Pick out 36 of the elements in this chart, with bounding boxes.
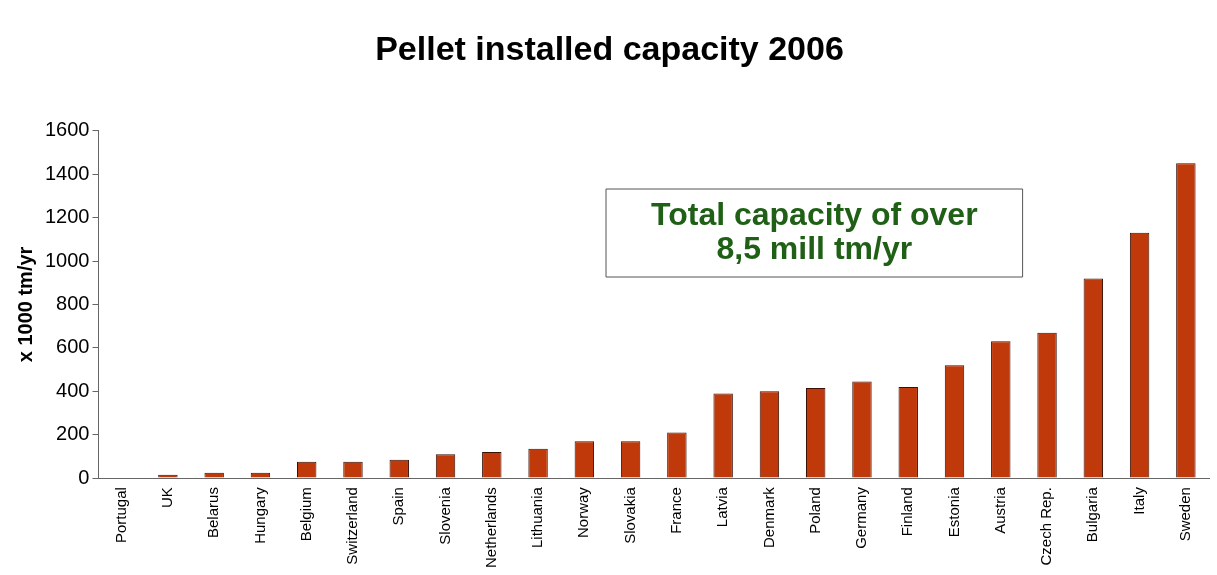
x-tick-label: Sweden [1176,487,1194,542]
x-tick-label: Belarus [204,487,222,538]
x-tick-label: Germany [852,486,870,549]
x-tick-label: Czech Rep. [1037,487,1055,566]
x-tick-label: Portugal [111,487,129,543]
y-tick-label: 800 [56,291,90,314]
chart-title: Pellet installed capacity 2006 [375,28,844,67]
y-tick-label: 200 [56,422,90,445]
x-tick-label: Italy [1129,486,1147,515]
x-tick-label: UK [158,487,176,508]
x-tick-label: Switzerland [343,487,361,565]
x-tick-label: Netherlands [481,487,499,569]
x-tick-label: Lithuania [528,486,546,549]
x-tick-label: Slovakia [620,486,638,544]
x-tick-label: Hungary [250,486,268,544]
y-tick-label: 1600 [44,118,90,141]
y-tick-label: 1200 [44,205,90,228]
x-tick-label: France [667,487,685,534]
annotation: Total capacity of over 8,5 mill tm/yr [651,195,978,266]
x-tick-label: Slovenia [435,486,453,545]
y-tick-label: 600 [56,335,90,358]
x-tick-label: Denmark [759,486,777,548]
x-tick-label: Finland [898,487,916,537]
y-tick-label: 400 [56,378,90,401]
y-tick-label: 1400 [44,161,90,184]
x-tick-label: Bulgaria [1083,486,1101,543]
x-tick-label: Estonia [944,486,962,538]
x-tick-label: Poland [805,487,823,534]
x-tick-label: Spain [389,487,407,526]
y-tick-label: 0 [78,465,90,488]
x-tick-label: Belgium [296,487,314,542]
x-tick-label: Norway [574,486,592,538]
y-axis-title: x 1000 tm/yr [13,246,36,363]
x-tick-label: Austria [990,486,1008,534]
x-tick-label: Latvia [713,486,731,528]
y-tick-label: 1000 [44,248,90,271]
